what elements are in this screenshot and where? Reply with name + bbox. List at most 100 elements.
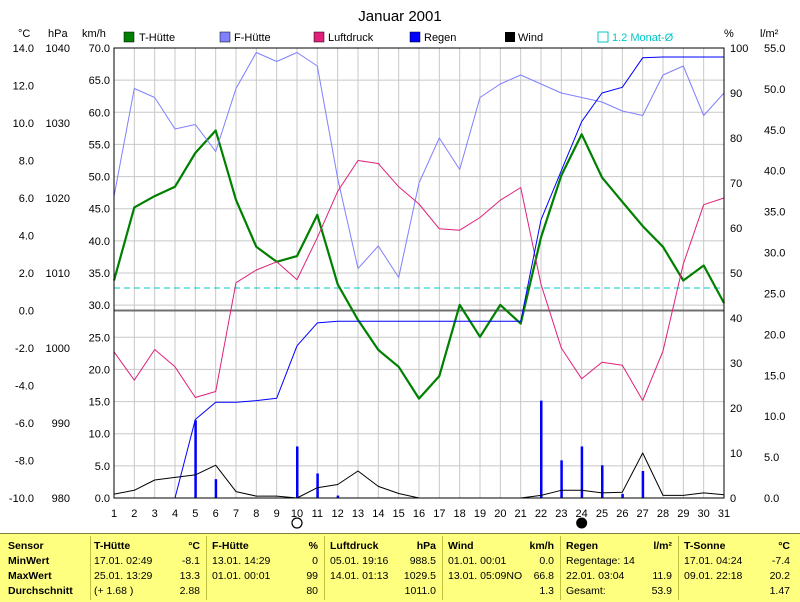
series-line-f-h-tte xyxy=(113,52,725,278)
x-tick-label: 12 xyxy=(332,508,344,520)
x-tick-label: 25 xyxy=(596,508,608,520)
pressure-tick-label: 980 xyxy=(52,493,70,505)
stats-t-huette-avg-value: 2.88 xyxy=(179,585,200,597)
new-moon-icon xyxy=(291,517,303,529)
temp-tick-label: 10.0 xyxy=(13,118,34,130)
humidity-tick-label: 80 xyxy=(730,133,742,145)
stats-luftdruck-max-time: 14.01. 01:13 xyxy=(330,570,389,582)
stats-f-huette-min-time: 13.01. 14:29 xyxy=(212,555,271,567)
legend-label-regen: Regen xyxy=(424,32,456,44)
humidity-tick-label: 20 xyxy=(730,403,742,415)
temp-tick-label: -10.0 xyxy=(9,493,34,505)
temp-tick-label: 4.0 xyxy=(19,231,34,243)
x-tick-label: 2 xyxy=(131,508,137,520)
pressure-tick-label: 1000 xyxy=(46,343,70,355)
rain-tick-label: 45.0 xyxy=(764,125,785,137)
rain-day-bar xyxy=(560,460,563,498)
x-tick-label: 14 xyxy=(372,508,384,520)
stats-wind-header: Wind xyxy=(448,540,474,552)
rain-unit-label: l/m² xyxy=(760,28,779,40)
x-tick-label: 9 xyxy=(274,508,280,520)
x-tick-label: 6 xyxy=(213,508,219,520)
rain-tick-label: 40.0 xyxy=(764,166,785,178)
stats-f-huette-min-value: 0 xyxy=(312,555,318,567)
stats-divider xyxy=(678,536,679,600)
stats-divider xyxy=(560,536,561,600)
x-tick-label: 17 xyxy=(433,508,445,520)
rain-tick-label: 25.0 xyxy=(764,288,785,300)
stats-luftdruck-avg-value: 1011.0 xyxy=(404,585,436,597)
rain-tick-label: 5.0 xyxy=(764,452,779,464)
pressure-tick-label: 1040 xyxy=(46,43,70,55)
legend-swatch-regen xyxy=(409,31,421,43)
humidity-unit-label: % xyxy=(724,28,734,40)
stats-wind-avg-value: 1.3 xyxy=(539,585,554,597)
stats-t-huette-avg-note: (+ 1.68 ) xyxy=(94,585,134,597)
series-lines xyxy=(112,52,725,499)
stats-col-wind: Wind km/h 01.01. 00:01 0.0 13.01. 05:09NO 6… xyxy=(448,539,554,601)
rain-tick-label: 20.0 xyxy=(764,329,785,341)
plot-frame xyxy=(113,47,725,499)
stats-col-regen: Regen l/m² Regentage: 14 22.01. 03:04 11.9… xyxy=(566,539,672,601)
humidity-tick-label: 10 xyxy=(730,448,742,460)
rain-day-bars xyxy=(194,400,645,498)
humidity-tick-label: 0 xyxy=(730,493,736,505)
stats-regen-total-label: Gesamt: xyxy=(566,585,606,597)
legend-label-average: 1.2 Monat-Ø xyxy=(612,32,674,44)
legend-swatch-t-huette xyxy=(123,31,135,43)
humidity-tick-label: 90 xyxy=(730,88,742,100)
stats-luftdruck-max-value: 1029.5 xyxy=(403,570,436,582)
temp-tick-label: 6.0 xyxy=(19,193,34,205)
stats-t-huette-unit: °C xyxy=(188,540,200,552)
wind-tick-label: 35.0 xyxy=(89,268,110,280)
wind-tick-label: 25.0 xyxy=(89,332,110,344)
stats-t-sonne-unit: °C xyxy=(778,540,790,552)
rain-day-bar xyxy=(580,446,584,498)
stats-t-sonne-avg-value: 1.47 xyxy=(769,585,790,597)
temp-tick-label: -2.0 xyxy=(15,343,34,355)
x-tick-label: 23 xyxy=(555,508,567,520)
pressure-tick-label: 1020 xyxy=(46,193,70,205)
humidity-tick-label: 70 xyxy=(730,178,742,190)
series-line-luftdruck xyxy=(113,160,725,401)
x-tick-label: 18 xyxy=(454,508,466,520)
stats-col-luftdruck: Luftdruck hPa 05.01. 19:16 988.5 14.01. 01… xyxy=(330,539,436,601)
stats-row-min-label: MinWert xyxy=(8,555,50,567)
stats-col-f-huette: F-Hütte% 13.01. 14:29 0 01.01. 00:01 99 80 xyxy=(212,539,318,601)
stats-t-sonne-max-value: 20.2 xyxy=(769,570,790,582)
humidity-tick-label: 40 xyxy=(730,313,742,325)
series-line-t-h-tte xyxy=(112,129,725,400)
temp-tick-label: -8.0 xyxy=(15,456,34,468)
x-tick-label: 26 xyxy=(616,508,628,520)
stats-t-huette-max-time: 25.01. 13:29 xyxy=(94,570,153,582)
legend-label-f-huette: F-Hütte xyxy=(234,32,271,44)
legend-label-t-huette: T-Hütte xyxy=(139,32,175,44)
wind-tick-label: 70.0 xyxy=(89,43,110,55)
series-line-regen xyxy=(174,56,724,499)
legend-label-wind: Wind xyxy=(518,32,543,44)
stats-regen-max-value: 11.9 xyxy=(652,570,672,582)
x-tick-label: 1 xyxy=(111,508,117,520)
stats-sensor-header: Sensor xyxy=(8,540,44,552)
stats-t-sonne-min-time: 17.01. 04:24 xyxy=(684,555,743,567)
stats-row-max-label: MaxWert xyxy=(8,570,52,582)
humidity-tick-label: 50 xyxy=(730,268,742,280)
full-moon-icon xyxy=(576,517,588,529)
rain-tick-label: 10.0 xyxy=(764,411,785,423)
x-tick-label: 5 xyxy=(192,508,198,520)
stats-t-sonne-max-time: 09.01. 22:18 xyxy=(684,570,743,582)
grid xyxy=(113,47,725,499)
stats-t-huette-max-value: 13.3 xyxy=(179,570,200,582)
stats-f-huette-unit: % xyxy=(308,540,318,552)
stats-luftdruck-min-time: 05.01. 19:16 xyxy=(330,555,389,567)
rain-tick-label: 50.0 xyxy=(764,84,785,96)
rain-day-bar xyxy=(296,446,299,498)
stats-t-huette-header: T-Hütte xyxy=(94,540,131,552)
legend-swatch-wind xyxy=(505,32,515,42)
stats-t-sonne-header: T-Sonne xyxy=(684,540,726,552)
humidity-tick-label: 60 xyxy=(730,223,742,235)
wind-tick-label: 10.0 xyxy=(89,429,110,441)
weather-chart: Januar 2001 °C hPa km/h % l/m² T-Hütte F… xyxy=(9,8,785,529)
x-tick-label: 15 xyxy=(393,508,405,520)
stats-luftdruck-header: Luftdruck xyxy=(330,540,379,552)
